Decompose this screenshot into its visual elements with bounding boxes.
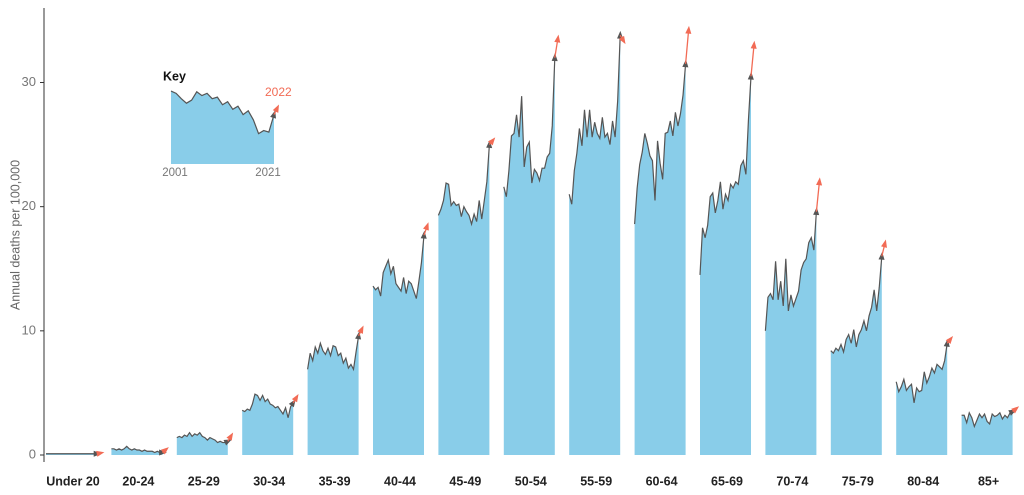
x-tick-label: 70-74 [776, 474, 808, 488]
arrow-head [291, 394, 299, 403]
y-axis-label: Annual deaths per 100,000 [8, 160, 22, 310]
arrow-head [423, 222, 429, 231]
arrow-head [226, 432, 234, 441]
x-tick-label: 65-69 [711, 474, 743, 488]
line [568, 35, 621, 205]
area [438, 144, 490, 456]
y-tick-label: 0 [29, 446, 36, 461]
change-arrow [750, 45, 755, 77]
line [170, 90, 275, 135]
arrow-head [272, 104, 279, 113]
arrow-head [750, 40, 757, 49]
key-highlight-label: 2022 [265, 85, 292, 99]
area [569, 35, 621, 456]
x-tick-label: 20-24 [122, 474, 154, 488]
x-tick-label: 60-64 [646, 474, 678, 488]
area [961, 411, 1013, 455]
arrow-head [1011, 406, 1020, 414]
change-arrow [815, 181, 821, 212]
area [896, 343, 948, 455]
line [111, 445, 163, 454]
arrow-head [357, 325, 364, 334]
change-arrow [684, 30, 690, 64]
key-end-label: 2021 [255, 167, 281, 179]
area [111, 446, 163, 455]
y-tick-label: 30 [22, 74, 36, 89]
arrow-head [96, 450, 105, 457]
line [764, 211, 817, 331]
key-title: Key [163, 69, 186, 83]
last-marker [223, 439, 232, 446]
arrow-head [685, 25, 692, 34]
line [307, 335, 360, 372]
line [699, 76, 752, 275]
area [242, 394, 294, 455]
x-tick-label: 80-84 [907, 474, 939, 488]
area [830, 256, 882, 455]
arrow-head [618, 35, 626, 45]
x-tick-label: 30-34 [253, 474, 285, 488]
area [171, 91, 274, 164]
line [634, 63, 687, 225]
line [437, 144, 490, 227]
line [176, 431, 229, 444]
arrow-head [816, 177, 823, 186]
x-tick-label: Under 20 [46, 474, 100, 488]
x-tick-label: 75-79 [842, 474, 874, 488]
area [176, 432, 228, 455]
key-start-label: 2001 [162, 167, 188, 179]
area [765, 211, 817, 455]
arrow-head [487, 137, 496, 146]
line [503, 57, 556, 197]
x-tick-label: 35-39 [319, 474, 351, 488]
area [307, 335, 359, 455]
x-tick-label: 25-29 [188, 474, 220, 488]
line [830, 256, 883, 355]
arrow-head [945, 336, 954, 345]
x-tick-label: 85+ [978, 474, 999, 488]
y-tick-label: 10 [22, 322, 36, 337]
arrow-head [160, 447, 169, 455]
x-tick-label: 50-54 [515, 474, 547, 488]
line [241, 393, 294, 418]
x-tick-label: 45-49 [449, 474, 481, 488]
line [895, 343, 948, 403]
x-tick-label: 55-59 [580, 474, 612, 488]
area [503, 57, 555, 456]
line [372, 235, 425, 299]
x-tick-label: 40-44 [384, 474, 416, 488]
y-tick-label: 20 [22, 198, 36, 213]
arrow-head [881, 239, 887, 248]
area [373, 235, 424, 455]
arrow-head [554, 34, 561, 43]
area [634, 63, 686, 455]
area [700, 76, 751, 456]
line [961, 411, 1013, 429]
